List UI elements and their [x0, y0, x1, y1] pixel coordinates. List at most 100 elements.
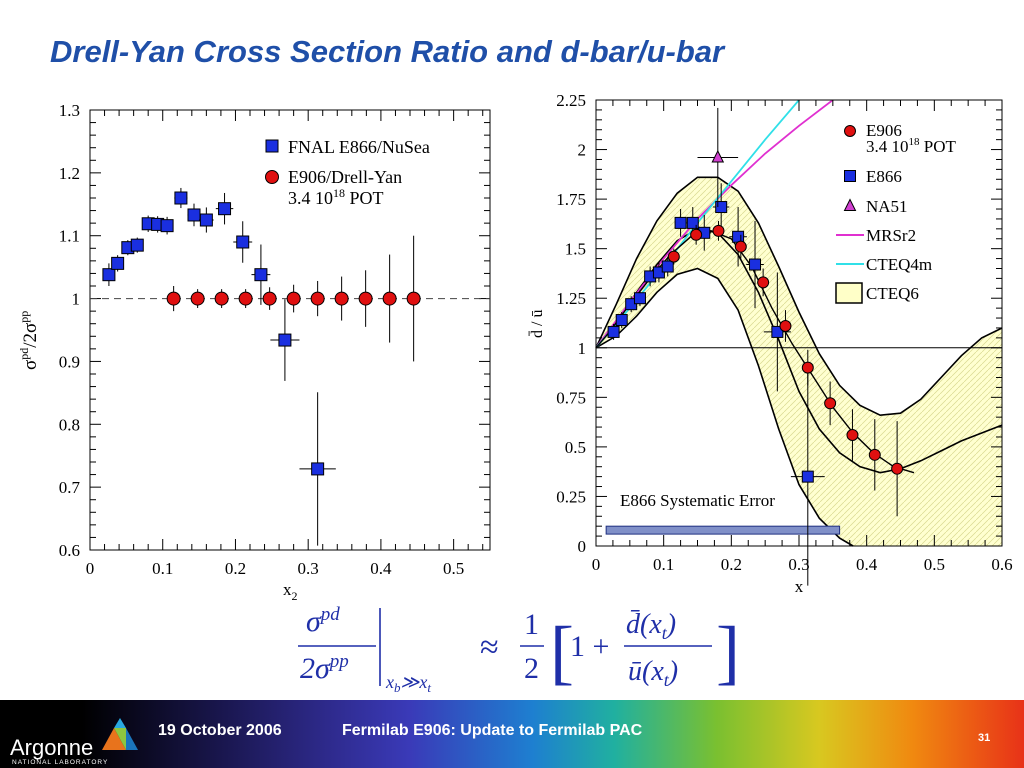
- data-point-square: [801, 470, 814, 483]
- data-point-circle: [382, 291, 397, 306]
- x-tick-label: 0.1: [653, 555, 674, 574]
- x-tick-label: 0: [86, 559, 95, 578]
- y-axis-label: σpd/2σpp: [17, 311, 41, 370]
- legend-label: E866: [866, 167, 902, 186]
- data-point-square: [278, 333, 292, 347]
- legend-label-sub: 3.4 1018 POT: [866, 136, 956, 156]
- y-tick-label: 0.75: [556, 388, 586, 407]
- data-point-square: [187, 208, 201, 222]
- data-point-square: [236, 235, 250, 249]
- data-point-square: [111, 256, 125, 270]
- data-point-square: [749, 258, 762, 271]
- data-point-circle: [891, 462, 904, 475]
- data-point-circle: [214, 291, 229, 306]
- data-point-circle: [286, 291, 301, 306]
- data-point-circle: [757, 276, 770, 289]
- data-point-square: [615, 314, 628, 327]
- x-tick-label: 0: [592, 555, 601, 574]
- y-tick-label: 2: [578, 141, 587, 160]
- data-point-square: [218, 202, 232, 216]
- data-point-square: [130, 238, 144, 252]
- y-tick-label: 1.25: [556, 289, 586, 308]
- data-point-circle: [844, 125, 856, 137]
- y-tick-label: 0.5: [565, 438, 586, 457]
- data-point-square: [311, 462, 325, 476]
- plot-frame: [89, 109, 491, 551]
- data-point-circle: [801, 361, 814, 374]
- formula-rhs-numerator: d̄(xt): [626, 609, 676, 643]
- formula-half-denominator: 2: [524, 652, 539, 685]
- footer-talk-title: Fermilab E906: Update to Fermilab PAC: [342, 722, 643, 739]
- legend-label-sub: 3.4 1018 POT: [288, 186, 384, 208]
- formula-approx: ≈: [480, 629, 499, 666]
- data-point-circle: [406, 291, 421, 306]
- legend-label: MRSr2: [866, 226, 916, 245]
- x-tick-label: 0.1: [152, 559, 173, 578]
- formula-bracket-left: [: [550, 612, 574, 692]
- ratio-formula: σpd 2σpp xb≫xt ≈ 1 2 [ 1 + d̄(xt) ū(xt) …: [298, 604, 740, 695]
- dbar-ubar-chart: E866 Systematic Error 0 0.25 0.5 0.75 1 1.25 1.…: [528, 91, 1012, 596]
- x-tick-label: 0.5: [443, 559, 464, 578]
- x-axis-label: x2: [283, 580, 298, 603]
- data-point-circle: [667, 250, 680, 263]
- x-axis-label: x: [795, 577, 804, 596]
- footer-bar: Argonne NATIONAL LABORATORY 19 October 2…: [0, 700, 1024, 768]
- y-tick-label: 1.2: [59, 164, 80, 183]
- y-tick-label: 1.1: [59, 227, 80, 246]
- y-tick-label: 0.9: [59, 352, 80, 371]
- logo-wordmark: Argonne: [10, 735, 94, 760]
- y-tick-label: 1.75: [556, 190, 586, 209]
- x-tick-label: 0.2: [225, 559, 246, 578]
- data-point-circle: [824, 397, 837, 410]
- x-tick-label: 0.2: [721, 555, 742, 574]
- data-point-circle: [779, 319, 792, 332]
- systematic-error-label: E866 Systematic Error: [620, 491, 775, 510]
- data-point-square: [265, 139, 279, 153]
- x-tick-label: 0.3: [298, 559, 319, 578]
- data-point-square: [661, 260, 674, 273]
- data-point-square: [174, 191, 188, 205]
- data-point-circle: [690, 228, 703, 241]
- data-point-circle: [734, 240, 747, 253]
- data-point-square: [732, 230, 745, 243]
- x-tick-label: 0.4: [856, 555, 878, 574]
- data-point-square: [674, 216, 687, 229]
- data-point-circle: [190, 291, 205, 306]
- data-point-square: [199, 213, 213, 227]
- y-tick-label: 0.25: [556, 487, 586, 506]
- x-tick-label: 0.3: [788, 555, 809, 574]
- legend-label: CTEQ4m: [866, 255, 932, 274]
- systematic-error-band: [605, 525, 841, 535]
- data-point-square: [607, 325, 620, 338]
- data-point-square: [844, 170, 856, 182]
- formula-rhs-denominator: ū(xt): [628, 656, 678, 690]
- y-tick-label: 0.7: [59, 478, 81, 497]
- data-point-square: [771, 325, 784, 338]
- y-tick-label: 1: [72, 290, 81, 309]
- formula-bracket-right: ]: [716, 612, 740, 692]
- x-tick-label: 0.5: [924, 555, 945, 574]
- y-tick-label: 1.3: [59, 101, 80, 120]
- data-point-circle: [868, 448, 881, 461]
- data-point-square: [633, 292, 646, 305]
- data-point-circle: [310, 291, 325, 306]
- data-point-circle: [238, 291, 253, 306]
- data-point-square: [160, 219, 174, 233]
- y-tick-label: 0.8: [59, 415, 80, 434]
- legend-box-swatch: [835, 282, 863, 304]
- y-tick-label: 1: [578, 339, 587, 358]
- footer-date: 19 October 2006: [158, 722, 282, 739]
- formula-half-numerator: 1: [524, 608, 539, 641]
- data-point-circle: [265, 170, 279, 184]
- cteq6-central-curve: [595, 227, 1003, 474]
- cteq6-lower-curve: [595, 267, 854, 547]
- y-tick-label: 2.25: [556, 91, 586, 110]
- data-point-circle: [166, 291, 181, 306]
- cteq6-upper-curve: [595, 176, 1003, 417]
- formula-condition: xb≫xt: [385, 672, 431, 695]
- legend-label: FNAL E866/NuSea: [288, 137, 430, 157]
- data-point-square: [715, 201, 728, 214]
- page-number: 31: [978, 732, 991, 744]
- data-point-square: [254, 268, 268, 282]
- legend-label: E906: [866, 121, 902, 140]
